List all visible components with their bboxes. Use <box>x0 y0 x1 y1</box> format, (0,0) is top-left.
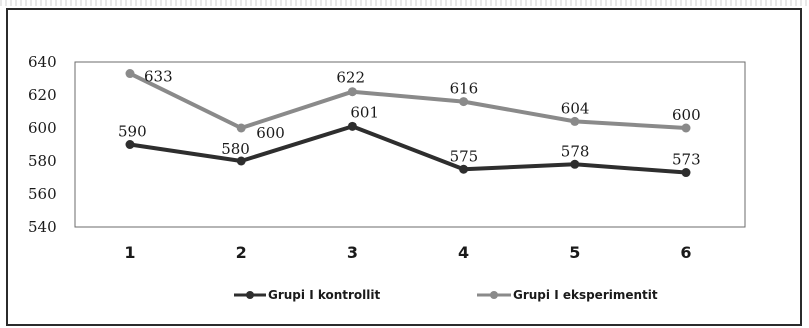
data-point <box>236 156 246 166</box>
top-border-strip <box>0 0 809 6</box>
legend-item: Grupi I kontrollit <box>234 288 381 302</box>
series-line-1 <box>129 71 687 130</box>
data-point <box>125 69 135 79</box>
data-label: 575 <box>450 147 479 165</box>
y-tick-label: 580 <box>28 152 57 170</box>
x-tick-label: 6 <box>680 243 691 262</box>
data-point <box>570 159 580 169</box>
data-point <box>459 164 469 174</box>
data-point <box>681 168 691 178</box>
data-label: 600 <box>256 124 285 142</box>
plot-border <box>74 61 746 228</box>
data-label: 578 <box>561 142 590 160</box>
data-label: 633 <box>144 68 173 86</box>
x-tick-label: 1 <box>124 243 135 262</box>
y-tick-label: 560 <box>28 185 57 203</box>
data-point <box>347 87 357 97</box>
data-label: 580 <box>221 140 250 158</box>
legend-label: Grupi I eksperimentit <box>513 288 658 302</box>
data-point <box>347 121 357 131</box>
data-point <box>459 97 469 107</box>
y-tick-label: 620 <box>28 86 57 104</box>
x-tick-label: 4 <box>458 243 469 262</box>
x-tick-label: 3 <box>347 243 358 262</box>
data-point <box>681 123 691 133</box>
x-tick-label: 2 <box>236 243 247 262</box>
chart-frame <box>6 8 802 326</box>
data-label: 573 <box>672 151 701 169</box>
x-axis-ticks: 1 2 3 4 5 6 <box>124 243 691 262</box>
legend: Grupi I kontrollit Grupi I eksperimentit <box>234 288 658 302</box>
y-tick-label: 600 <box>28 119 57 137</box>
legend-item: Grupi I eksperimentit <box>477 288 658 302</box>
y-tick-label: 540 <box>28 218 57 236</box>
y-axis-ticks: 540 560 580 600 620 640 <box>28 53 57 236</box>
legend-marker <box>490 291 498 299</box>
series-lines <box>125 69 691 178</box>
y-tick-label: 640 <box>28 53 57 71</box>
data-label: 616 <box>450 80 479 98</box>
data-label: 601 <box>350 103 379 121</box>
legend-marker <box>246 291 254 299</box>
x-tick-label: 5 <box>569 243 580 262</box>
data-point <box>125 140 135 149</box>
data-label: 600 <box>672 106 701 124</box>
data-point <box>570 116 580 126</box>
data-label: 590 <box>118 123 147 141</box>
legend-label: Grupi I kontrollit <box>268 288 381 302</box>
data-label: 604 <box>561 99 590 117</box>
series-line-0 <box>129 124 687 175</box>
data-label: 622 <box>336 69 365 87</box>
plot-area <box>74 61 746 228</box>
data-labels: 590 580 601 575 578 573 633 600 622 616 604 600 <box>118 68 701 169</box>
data-point <box>236 123 246 133</box>
